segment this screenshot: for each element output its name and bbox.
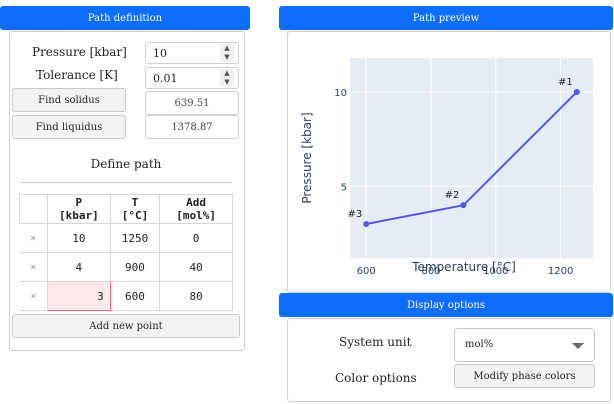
delete-row-icon[interactable]: × bbox=[19, 223, 48, 253]
delete-row-icon[interactable]: × bbox=[19, 252, 48, 282]
tolerance-value: 0.01 bbox=[153, 72, 178, 85]
tolerance-label: Tolerance [K] bbox=[36, 68, 118, 82]
axis-ticks: 600 800 1000 1200 5 10 bbox=[334, 88, 573, 277]
solidus-value: 639.51 bbox=[145, 91, 239, 115]
point-label: #3 bbox=[347, 209, 362, 220]
cell-pressure[interactable]: 10 bbox=[47, 223, 111, 253]
cell-temperature[interactable]: 900 bbox=[109, 252, 161, 282]
cell-add[interactable]: 0 bbox=[159, 223, 233, 253]
cell-temperature[interactable]: 600 bbox=[109, 281, 161, 311]
path-definition-header: Path definition bbox=[0, 6, 250, 30]
y-axis-label: Pressure [kbar] bbox=[300, 112, 314, 203]
table-row: × 4 900 40 bbox=[19, 252, 233, 282]
cell-pressure-selected[interactable]: 3 bbox=[47, 281, 111, 311]
liquidus-value: 1378.87 bbox=[145, 115, 239, 139]
column-header-add[interactable]: Add [mol%] bbox=[159, 194, 233, 224]
pressure-value: 10 bbox=[153, 47, 167, 60]
system-unit-select[interactable]: mol% bbox=[454, 328, 595, 362]
color-options-label: Color options bbox=[335, 371, 417, 385]
data-point[interactable] bbox=[573, 88, 580, 95]
tolerance-stepper[interactable]: ▲ ▼ bbox=[220, 69, 234, 87]
path-table: P [kbar] T [°C] Add [mol%] × 10 1250 0 ×… bbox=[19, 194, 233, 311]
tolerance-input[interactable]: 0.01 ▲ ▼ bbox=[145, 67, 239, 89]
find-solidus-button[interactable]: Find solidus bbox=[12, 88, 126, 112]
grid-lines bbox=[350, 58, 593, 258]
table-row: × 3 600 80 bbox=[19, 281, 233, 311]
point-label: #1 bbox=[558, 77, 573, 88]
pressure-input[interactable]: 10 ▲ ▼ bbox=[145, 42, 239, 64]
table-row: × 10 1250 0 bbox=[19, 223, 233, 253]
data-point[interactable] bbox=[363, 221, 370, 228]
cell-temperature[interactable]: 1250 bbox=[109, 223, 161, 253]
point-label: #2 bbox=[445, 190, 460, 201]
cell-add[interactable]: 40 bbox=[159, 252, 233, 282]
series-points: #1 #2 #3 bbox=[347, 77, 580, 228]
system-unit-value: mol% bbox=[465, 339, 494, 350]
x-tick-label: 1000 bbox=[483, 266, 508, 277]
column-header-temperature[interactable]: T [°C] bbox=[109, 194, 161, 224]
delete-row-icon[interactable]: × bbox=[19, 281, 48, 311]
x-axis-label: Temperature [°C] bbox=[411, 260, 516, 274]
path-preview-header: Path preview bbox=[279, 6, 613, 30]
x-tick-label: 600 bbox=[357, 266, 376, 277]
define-path-title: Define path bbox=[90, 157, 162, 171]
pressure-stepper[interactable]: ▲ ▼ bbox=[220, 44, 234, 62]
path-preview-chart: 600 800 1000 1200 5 10 #1 #2 #3 Temperature [°C… bbox=[300, 58, 593, 277]
modify-phase-colors-button[interactable]: Modify phase colors bbox=[454, 364, 595, 388]
plot-area bbox=[350, 58, 593, 258]
x-tick-label: 800 bbox=[421, 266, 440, 277]
find-liquidus-button[interactable]: Find liquidus bbox=[12, 115, 126, 139]
cell-pressure[interactable]: 4 bbox=[47, 252, 111, 282]
display-options-header: Display options bbox=[279, 293, 613, 317]
y-tick-label: 5 bbox=[341, 182, 347, 193]
system-unit-label: System unit bbox=[339, 335, 412, 349]
delete-column-header bbox=[19, 194, 48, 224]
y-tick-label: 10 bbox=[334, 88, 347, 99]
table-header-row: P [kbar] T [°C] Add [mol%] bbox=[19, 194, 233, 224]
pressure-label: Pressure [kbar] bbox=[32, 45, 127, 59]
x-tick-label: 1200 bbox=[548, 266, 573, 277]
chevron-down-icon[interactable] bbox=[572, 343, 584, 349]
cell-add[interactable]: 80 bbox=[159, 281, 233, 311]
data-point[interactable] bbox=[460, 202, 467, 209]
add-new-point-button[interactable]: Add new point bbox=[12, 314, 240, 338]
column-header-pressure[interactable]: P [kbar] bbox=[47, 194, 111, 224]
section-divider bbox=[20, 182, 232, 183]
